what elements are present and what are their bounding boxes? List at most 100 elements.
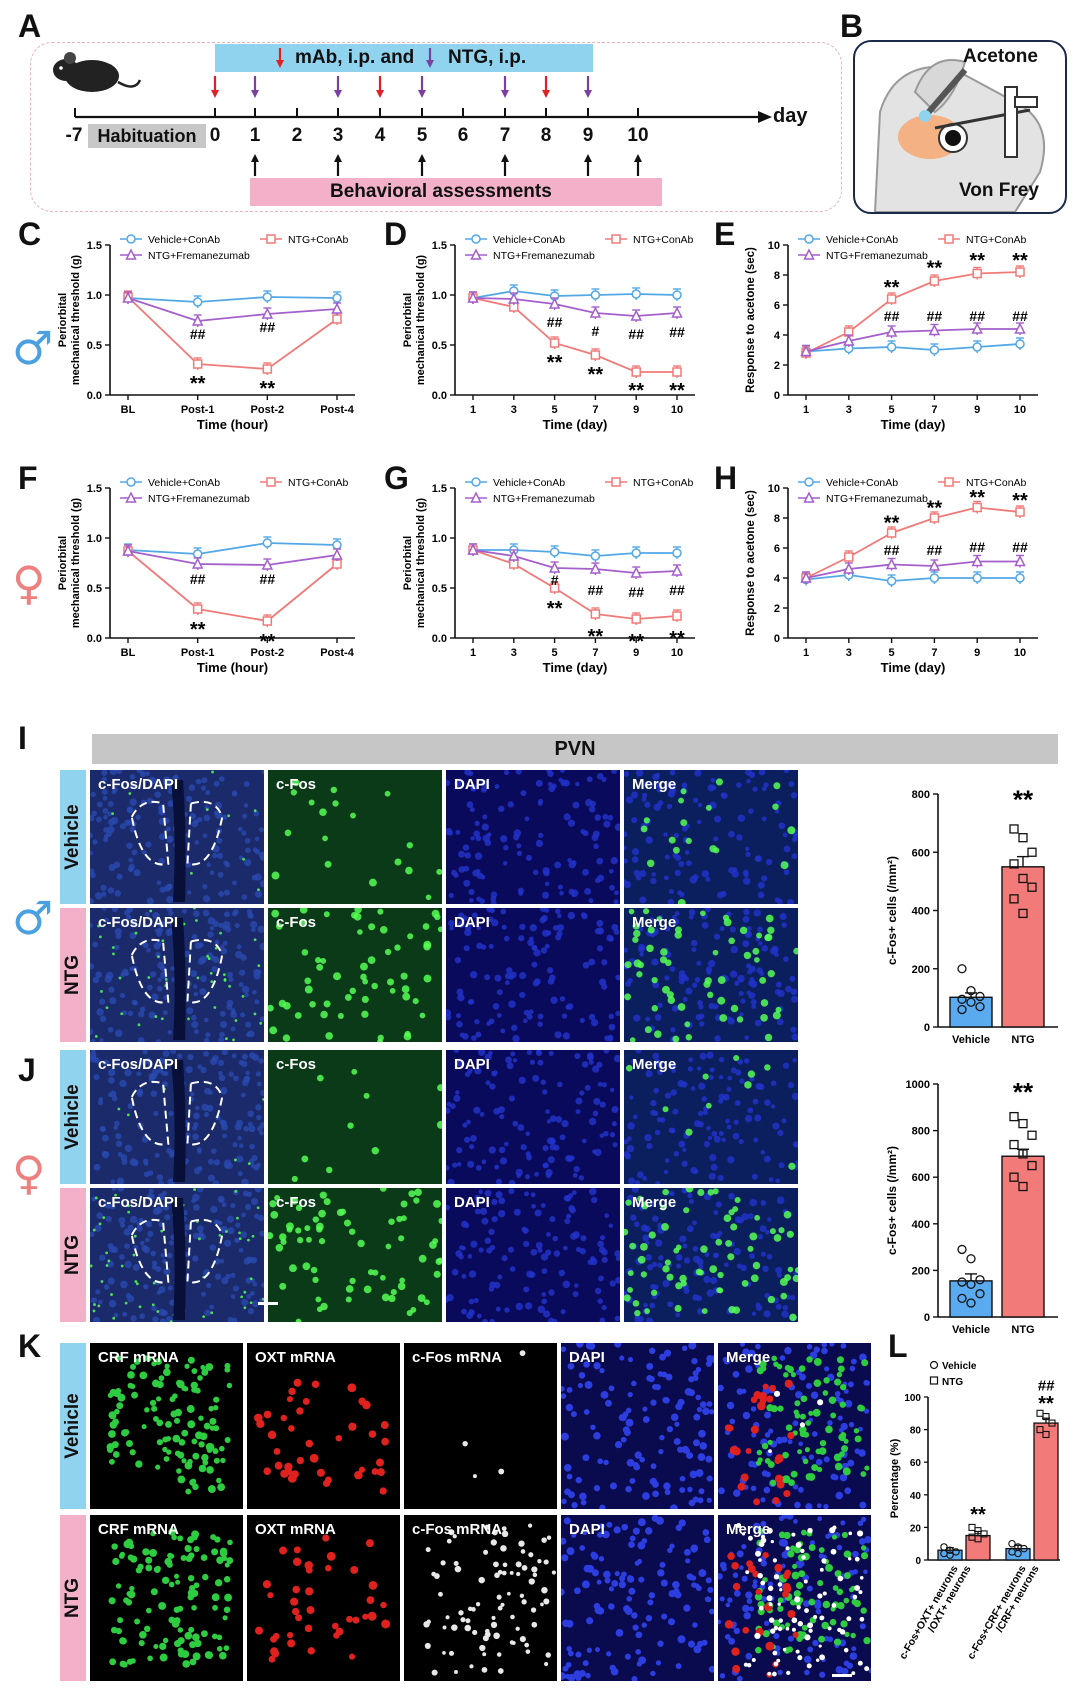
dapi-dot	[773, 1633, 780, 1640]
cfos-dot	[386, 978, 395, 986]
crf-dot	[145, 1556, 153, 1564]
x-tick-label: Post-2	[251, 647, 285, 659]
nucleus-dot	[162, 1010, 168, 1016]
cfos-dot	[775, 1006, 782, 1013]
nucleus-dot	[562, 1280, 571, 1289]
nucleus-dot	[795, 1159, 798, 1165]
crf-dot	[176, 1468, 182, 1474]
nucleus-dot	[90, 1231, 95, 1237]
crf-dot	[139, 1630, 147, 1639]
nucleus-dot	[237, 1171, 243, 1177]
nucleus-dot	[488, 943, 494, 949]
dapi-dot	[659, 1353, 667, 1361]
cfos-dot	[733, 1054, 740, 1062]
nucleus-dot	[598, 1275, 604, 1282]
dapi-dot	[698, 1569, 707, 1578]
cfos-dot	[653, 1030, 662, 1039]
data-point	[966, 1254, 976, 1264]
dapi-dot	[683, 1548, 691, 1556]
nucleus-dot	[791, 1033, 798, 1041]
nucleus-dot	[467, 1160, 475, 1168]
dapi-dot	[810, 1391, 819, 1399]
crf-dot	[776, 1363, 783, 1370]
nucleus-dot	[241, 813, 248, 819]
cfos-dot	[624, 993, 632, 1001]
nucleus-dot	[757, 881, 765, 889]
nucleus-dot	[562, 1032, 571, 1040]
nucleus-dot	[611, 770, 617, 774]
dapi-dot	[614, 1343, 622, 1348]
dapi-dot	[850, 1358, 857, 1365]
nucleus-dot	[209, 1304, 215, 1310]
cfos-mrna-dot	[751, 1657, 756, 1663]
cfos-mrna-dot	[785, 1546, 790, 1551]
data-point-ntg_frem	[671, 306, 683, 318]
data-point-ntg_frem	[800, 571, 812, 583]
oxt-dot	[737, 1482, 746, 1491]
nucleus-dot	[151, 1305, 157, 1312]
nucleus-dot	[749, 980, 758, 988]
assessment-label: Behavioral assessments	[330, 181, 552, 202]
bar-vehicle	[949, 996, 993, 1028]
oxt-dot	[362, 1613, 369, 1620]
nucleus-dot	[234, 1237, 239, 1243]
crf-dot	[191, 1604, 197, 1611]
nucleus-dot	[158, 858, 165, 865]
panel-letter-f: F	[18, 460, 38, 496]
nucleus-dot	[126, 914, 132, 920]
cfos-mrna-dot	[483, 1549, 489, 1555]
crf-dot	[783, 1531, 791, 1540]
crf-dot	[198, 1464, 207, 1473]
cfos-dot	[324, 860, 332, 868]
nucleus-dot	[652, 1052, 660, 1060]
cfos-dot	[646, 944, 654, 953]
nucleus-dot	[199, 975, 207, 983]
cfos-dot	[394, 858, 402, 866]
dapi-dot	[628, 1541, 635, 1548]
nucleus-dot	[453, 1094, 461, 1102]
oxt-dot	[322, 1534, 330, 1542]
x-tick-label: 3	[846, 404, 852, 416]
nucleus-dot	[682, 1243, 688, 1249]
nucleus-dot	[236, 1155, 244, 1163]
nucleus-dot	[718, 1074, 724, 1080]
nucleus-dot	[734, 1216, 742, 1224]
cfos-dot	[222, 973, 226, 977]
nucleus-dot	[671, 1068, 677, 1074]
cfos-dot	[297, 1236, 304, 1244]
cfos-mrna-dot	[851, 1671, 856, 1676]
third-ventricle	[171, 1198, 186, 1320]
panel-letter-e: E	[714, 216, 736, 252]
nucleus-dot	[751, 1173, 758, 1180]
oxt-dot	[305, 1439, 314, 1448]
nucleus-dot	[464, 923, 472, 931]
nucleus-dot	[694, 977, 701, 983]
legend-label: NTG+ConAb	[966, 234, 1027, 246]
nucleus-dot	[195, 778, 202, 785]
nucleus-dot	[565, 1154, 573, 1162]
crf-dot	[163, 1456, 170, 1462]
cfos-mrna-dot	[541, 1537, 547, 1543]
nucleus-dot	[511, 1024, 518, 1031]
nucleus-dot	[474, 852, 483, 860]
nucleus-dot	[156, 1174, 164, 1181]
bar-ntg	[1033, 1422, 1059, 1561]
dapi-dot	[699, 1442, 707, 1450]
nucleus-dot	[667, 898, 675, 904]
data-point	[1009, 894, 1019, 904]
dapi-dot	[748, 1606, 755, 1612]
crf-dot	[818, 1547, 825, 1553]
data-point-ntg_frem	[843, 562, 855, 574]
nucleus-dot	[522, 1227, 529, 1234]
nucleus-dot	[544, 908, 550, 913]
nucleus-dot	[131, 849, 138, 856]
nucleus-dot	[555, 1115, 563, 1123]
dapi-dot	[627, 1356, 634, 1363]
nucleus-dot	[259, 1130, 264, 1136]
cfos-dot	[138, 1305, 142, 1309]
cfos-mrna-dot	[532, 1572, 538, 1578]
dapi-dot	[561, 1346, 567, 1353]
cfos-mrna-dot	[766, 1527, 773, 1534]
data-point-ntg_frem	[630, 309, 642, 321]
dapi-dot	[650, 1670, 656, 1677]
